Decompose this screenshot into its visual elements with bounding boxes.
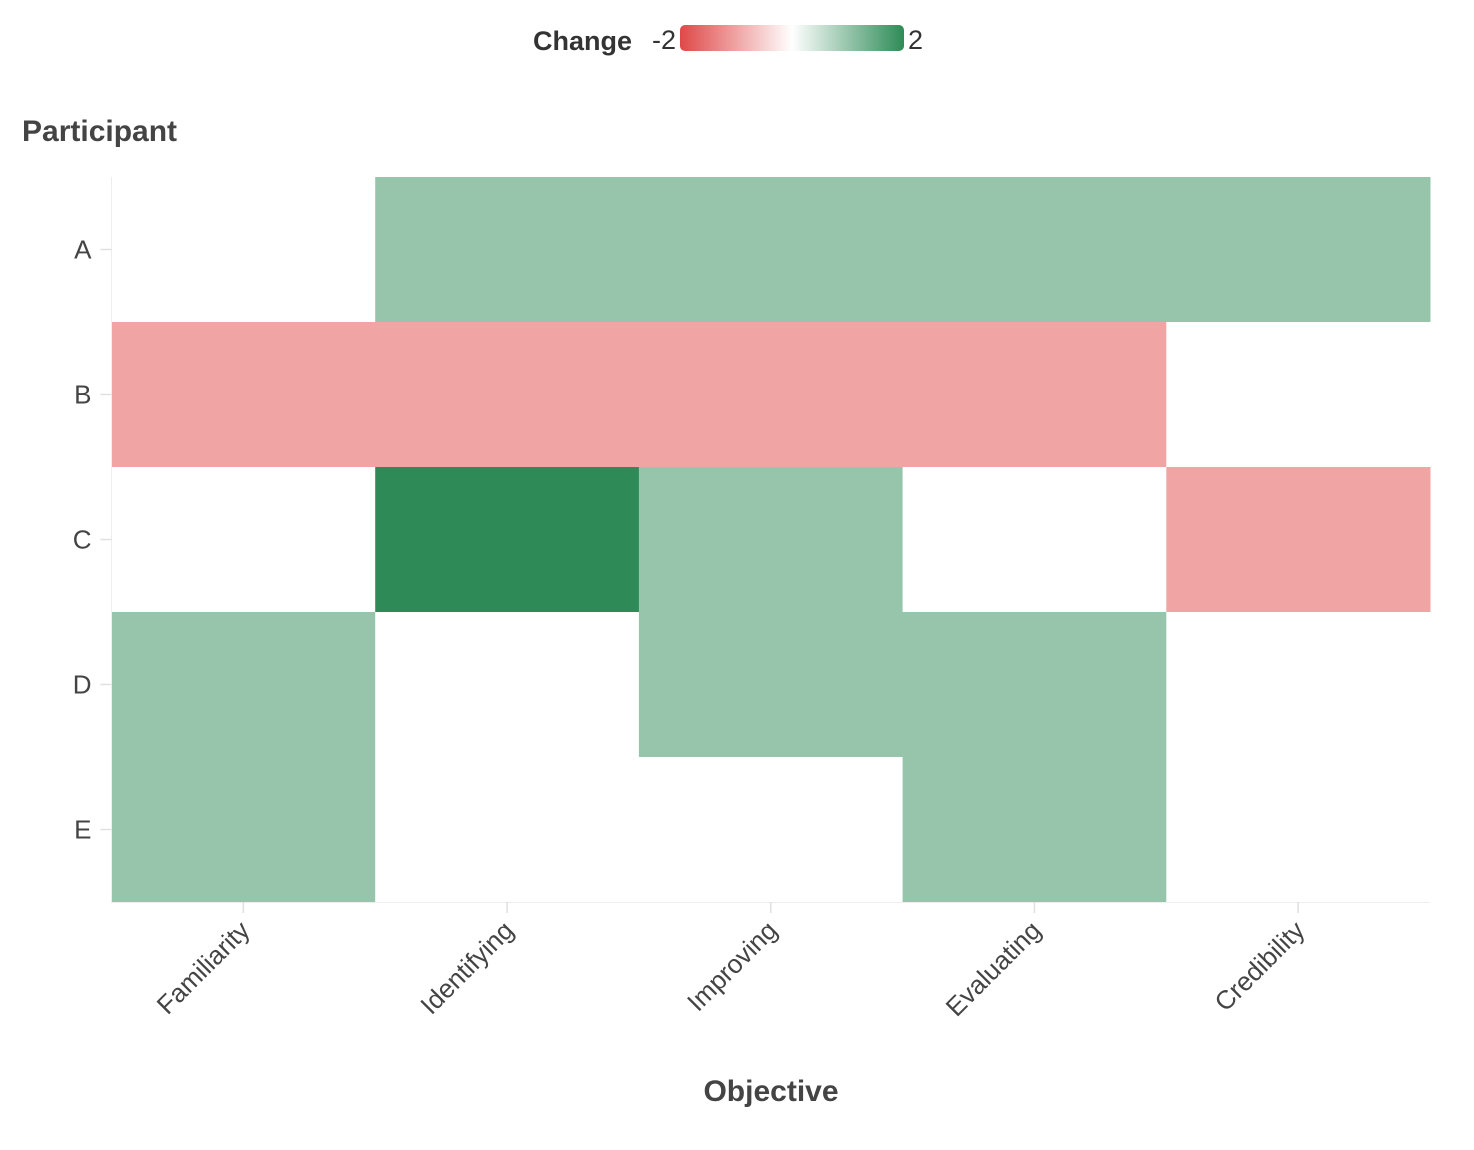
plot-area: A B C D E Familiarity Identifying Improving Eva… bbox=[73, 177, 1431, 1022]
y-tick-label: A bbox=[74, 235, 92, 265]
heatmap-cell bbox=[638, 612, 904, 758]
heatmap-cell bbox=[111, 177, 376, 323]
heatmap-cell bbox=[902, 322, 1167, 468]
heatmap-cell bbox=[1166, 612, 1431, 758]
heatmap-cell bbox=[638, 177, 904, 323]
y-axis-title: Participant bbox=[22, 115, 177, 148]
heatmap-cell bbox=[375, 322, 640, 468]
x-tick-label: Improving bbox=[681, 915, 783, 1017]
heatmap-cell bbox=[902, 177, 1167, 323]
legend-color-bar bbox=[680, 25, 904, 51]
heatmap-cell bbox=[1166, 757, 1431, 903]
y-tick-label: D bbox=[73, 670, 92, 700]
x-tick-label: Familiarity bbox=[151, 915, 256, 1020]
heatmap-cell bbox=[111, 757, 376, 903]
x-axis-title: Objective bbox=[703, 1075, 838, 1108]
heatmap-cell bbox=[375, 757, 640, 903]
x-tick-label: Evaluating bbox=[940, 915, 1047, 1022]
heatmap-cell bbox=[1166, 322, 1431, 468]
x-tick-label: Identifying bbox=[414, 915, 519, 1020]
y-tick-label: E bbox=[74, 815, 91, 845]
heatmap-cell bbox=[375, 177, 640, 323]
legend-min-label: -2 bbox=[652, 25, 676, 55]
heatmap-cell bbox=[375, 467, 640, 613]
heatmap-cell bbox=[902, 612, 1167, 758]
heatmap-cell bbox=[1166, 177, 1431, 323]
heatmap-cell bbox=[638, 757, 904, 903]
legend-max-label: 2 bbox=[908, 25, 923, 55]
legend-title: Change bbox=[533, 26, 632, 56]
y-tick-label: B bbox=[74, 380, 91, 410]
heatmap-cell bbox=[902, 757, 1167, 903]
heatmap-cell bbox=[1166, 467, 1431, 613]
heatmap-cell bbox=[111, 612, 376, 758]
heatmap-cell bbox=[902, 467, 1167, 613]
heatmap-cell bbox=[111, 467, 376, 613]
y-axis: A B C D E bbox=[73, 235, 112, 845]
x-tick-label: Credibility bbox=[1208, 915, 1310, 1017]
heatmap-cell bbox=[638, 467, 904, 613]
y-tick-label: C bbox=[73, 525, 92, 555]
x-axis: Familiarity Identifying Improving Evaluatin… bbox=[151, 902, 1310, 1022]
heatmap-cell bbox=[375, 612, 640, 758]
heatmap-cell bbox=[638, 322, 904, 468]
heatmap-cell bbox=[111, 322, 376, 468]
color-legend: Change -2 2 bbox=[533, 25, 923, 56]
heatmap-cells bbox=[111, 177, 1431, 903]
